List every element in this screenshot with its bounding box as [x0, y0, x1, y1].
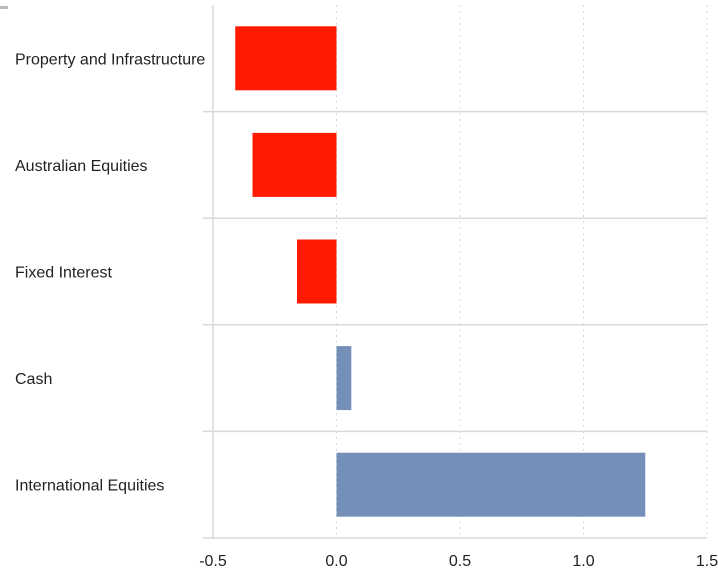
- bar-fixed-interest: [296, 239, 337, 304]
- bar-cash: [336, 346, 352, 411]
- corner-mark: [0, 6, 8, 9]
- bar-international-equities: [336, 452, 646, 517]
- x-tick-label: -0.5: [199, 553, 227, 570]
- x-axis-ticks: -0.5 0.0 0.5 1.0 1.5: [199, 553, 718, 570]
- category-label: Property and Infrastructure: [15, 51, 205, 68]
- category-labels: Property and Infrastructure Australian Eq…: [15, 51, 205, 494]
- category-label: Australian Equities: [15, 158, 148, 175]
- x-tick-label: 0.0: [325, 553, 347, 570]
- bars-layer: [235, 26, 646, 517]
- category-label: Fixed Interest: [15, 265, 112, 282]
- category-label: International Equities: [15, 478, 164, 495]
- x-tick-label: 1.0: [572, 553, 594, 570]
- x-tick-label: 1.5: [696, 553, 718, 570]
- grid-layer: [203, 5, 708, 539]
- category-label: Cash: [15, 371, 52, 388]
- bar-australian-equities: [252, 132, 337, 197]
- x-tick-label: 0.5: [449, 553, 471, 570]
- bar-property-and-infrastructure: [235, 26, 337, 91]
